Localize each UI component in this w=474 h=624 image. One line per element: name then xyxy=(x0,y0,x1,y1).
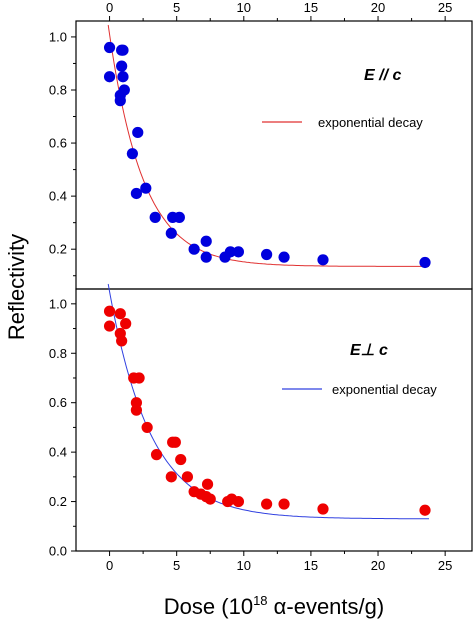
top-xtick-label: 20 xyxy=(371,0,385,15)
bottom-data-point xyxy=(133,372,145,384)
top-data-point xyxy=(165,227,177,239)
bottom-xtick-label: 15 xyxy=(304,558,318,573)
bottom-fit-curve xyxy=(107,283,429,520)
top-data-point xyxy=(116,60,128,72)
top-legend: exponential decay xyxy=(262,115,423,130)
top-xtick-label: 10 xyxy=(237,0,251,15)
top-data-point xyxy=(317,254,329,266)
top-data-point xyxy=(278,251,290,263)
bottom-data-point xyxy=(103,320,116,332)
bottom-ytick-label: 0.4 xyxy=(49,445,67,460)
bottom-panel-plot xyxy=(103,283,431,520)
top-data-point xyxy=(132,126,144,139)
x-axis-title-suffix: α-events/g) xyxy=(268,594,385,619)
bottom-data-point xyxy=(419,504,431,516)
bottom-data-point xyxy=(175,453,187,466)
top-data-point xyxy=(261,248,273,261)
top-panel-axes: 0.2 0.4 0.6 0.8 1.0 0 5 10 15 20 25 xyxy=(49,0,452,277)
bottom-ytick-label: 1.0 xyxy=(49,296,67,311)
bottom-data-point xyxy=(165,471,177,483)
bottom-data-point xyxy=(103,305,116,317)
bottom-data-point xyxy=(232,495,245,508)
top-data-point xyxy=(188,243,200,255)
top-data-point xyxy=(126,148,138,160)
bottom-legend-text: exponential decay xyxy=(332,382,437,397)
top-data-point xyxy=(419,256,431,269)
top-panel-plot xyxy=(103,24,431,269)
top-xtick-label: 0 xyxy=(106,0,113,15)
top-ytick-label: 0.4 xyxy=(49,189,67,204)
bottom-xtick-label: 5 xyxy=(173,558,180,573)
bottom-xtick-label: 25 xyxy=(438,558,452,573)
top-data-point xyxy=(224,246,236,258)
bottom-data-point xyxy=(120,318,132,330)
bottom-xtick-label: 10 xyxy=(237,558,251,573)
bottom-data-point xyxy=(141,421,153,434)
top-data-point xyxy=(103,71,116,83)
bottom-data-point xyxy=(150,449,163,461)
bottom-data-point xyxy=(204,493,216,505)
top-legend-text: exponential decay xyxy=(318,115,423,130)
y-axis-title: Reflectivity xyxy=(4,234,29,340)
top-data-point xyxy=(114,95,126,107)
bottom-ytick-label: 0.0 xyxy=(49,544,67,559)
top-ytick-label: 1.0 xyxy=(49,29,67,44)
bottom-xtick-label: 20 xyxy=(371,558,385,573)
top-xtick-label: 15 xyxy=(304,0,318,15)
bottom-panel-frame xyxy=(75,288,473,552)
x-axis-title-prefix: Dose (10 xyxy=(164,594,253,619)
x-axis-title-exponent: 18 xyxy=(253,593,267,608)
top-data-point xyxy=(103,41,116,54)
top-ytick-label: 0.2 xyxy=(49,242,67,257)
bottom-ytick-label: 0.6 xyxy=(49,395,67,410)
x-axis-title: Dose (1018 α-events/g) xyxy=(164,593,384,619)
top-fit-curve xyxy=(107,24,429,267)
top-panel-label: E // c xyxy=(364,67,401,84)
bottom-data-point xyxy=(116,335,128,347)
top-data-point xyxy=(173,211,185,223)
bottom-panel-label: E⊥ c xyxy=(350,342,388,359)
top-data-point xyxy=(117,71,129,83)
bottom-data-point xyxy=(261,498,273,510)
bottom-data-point xyxy=(201,478,214,490)
top-ytick-label: 0.6 xyxy=(49,136,67,151)
top-data-point xyxy=(117,44,129,56)
top-data-point xyxy=(130,187,143,200)
top-xtick-label: 5 xyxy=(173,0,180,15)
top-data-point xyxy=(200,235,212,247)
top-data-point xyxy=(232,246,245,258)
bottom-ytick-label: 0.2 xyxy=(49,494,67,509)
top-data-point xyxy=(149,211,161,223)
top-data-point xyxy=(200,251,212,263)
bottom-data-point xyxy=(278,498,290,510)
bottom-data-point xyxy=(114,308,126,320)
top-data-point xyxy=(118,84,130,96)
top-data-point xyxy=(140,182,152,194)
bottom-data-point xyxy=(317,503,329,515)
bottom-data-point xyxy=(169,436,181,448)
top-xtick-label: 25 xyxy=(438,0,452,15)
bottom-data-point xyxy=(130,404,143,416)
bottom-legend: exponential decay xyxy=(282,382,437,397)
bottom-data-point xyxy=(181,471,194,483)
bottom-panel-axes: 0.0 0.2 0.4 0.6 0.8 1.0 0 5 10 15 20 25 xyxy=(49,296,452,573)
top-ytick-label: 0.8 xyxy=(49,82,67,97)
bottom-xtick-label: 0 xyxy=(106,558,113,573)
bottom-ytick-label: 0.8 xyxy=(49,346,67,361)
